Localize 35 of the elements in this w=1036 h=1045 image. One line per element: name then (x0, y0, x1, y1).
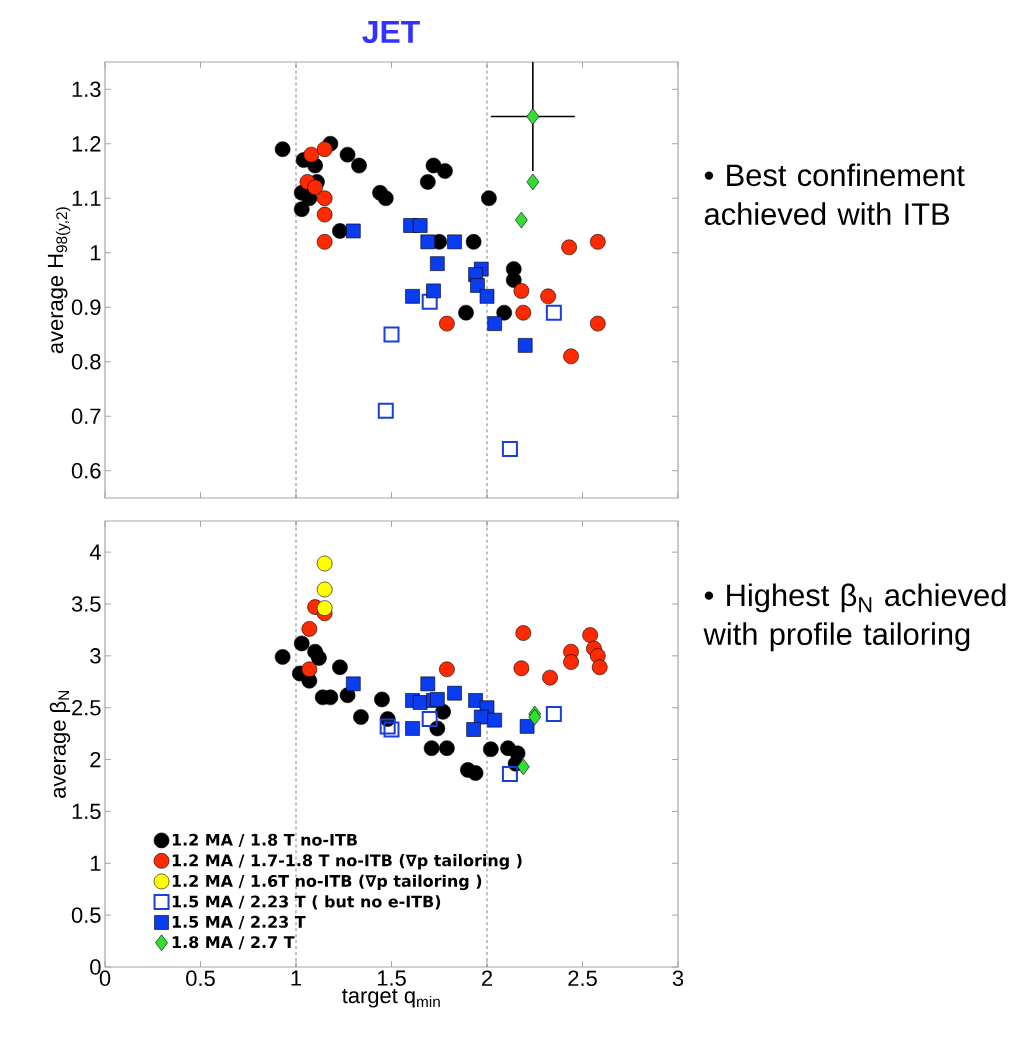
legend-label: 1.2 MA / 1.8 T no-ITB (172, 833, 357, 848)
y-tick-label: 2 (90, 751, 101, 768)
y-tick-label: 3.5 (71, 596, 101, 612)
y-tick-label: 0.9 (71, 299, 101, 316)
y-tick-label: 0.6 (71, 462, 101, 479)
x-tick-label: 1.5 (377, 970, 406, 986)
legend-label: 1.2 MA / 1.6T no-ITB (∇p tailoring ) (172, 874, 482, 891)
x-tick-label: 2 (482, 970, 492, 986)
y-tick-label: 1 (90, 245, 101, 261)
y-tick-label: 3 (90, 648, 101, 664)
x-tick-label: 2.5 (568, 970, 597, 987)
x-axis-title: target q$_{min}$ (342, 988, 440, 1008)
y-tick-label: 0.7 (71, 408, 101, 425)
legend-label: 1.2 MA / 1.7-1.8 T no-ITB (∇p tailoring ) (172, 854, 522, 870)
y-tick-label: 1.5 (72, 803, 101, 820)
x-tick-label: 3 (672, 970, 684, 987)
x-tick-label: 0.5 (186, 970, 215, 987)
y-tick-label: 2.5 (72, 699, 101, 716)
chart-title: JET (362, 20, 420, 44)
legend-label: 1.8 MA / 2.7 T (172, 936, 295, 950)
y-tick-label: 1.3 (72, 81, 101, 98)
x-tick-label: 1 (291, 970, 302, 986)
text: • Highest β$_{N}$ achieved with profile tailoring (703, 583, 1006, 652)
text: • Best confinement achieved with ITB (704, 163, 965, 226)
y-tick-label: 1.1 (72, 190, 101, 206)
y-axis-title: average β$_{N}$ (49, 691, 71, 798)
y-tick-label: 0 (90, 959, 101, 975)
y-axis-title: average H$_{98(y,2)}$ (47, 207, 71, 354)
legend-label: 1.5 MA / 2.23 T ( but no e-ITB) (172, 895, 441, 910)
y-tick-label: 1 (90, 855, 101, 871)
legend-label: 1.5 MA / 2.23 T (172, 915, 306, 930)
y-tick-label: 4 (89, 544, 101, 560)
y-tick-label: 0.8 (71, 353, 101, 370)
y-tick-label: 0.5 (71, 907, 101, 923)
y-tick-label: 1.2 (72, 136, 101, 152)
